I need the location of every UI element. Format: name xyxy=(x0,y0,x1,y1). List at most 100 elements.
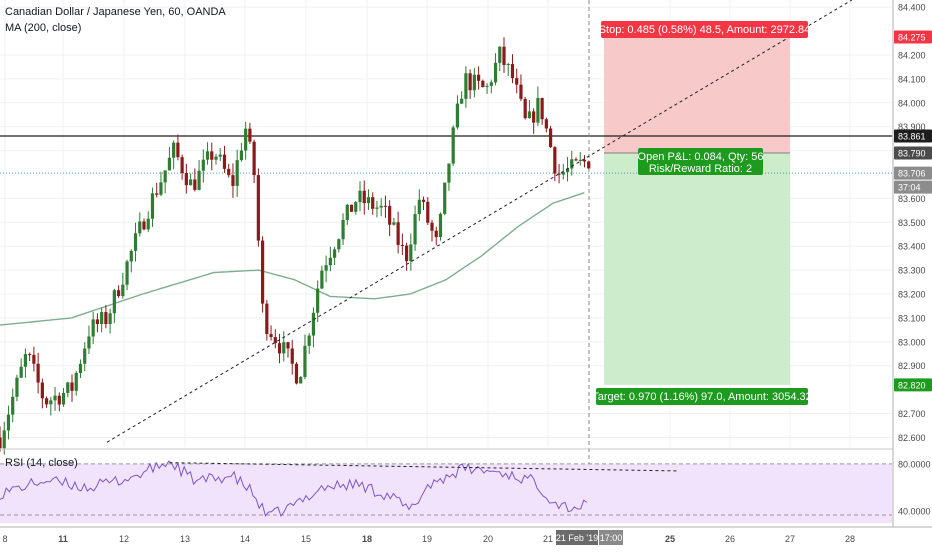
rsi-trendline[interactable] xyxy=(169,462,678,472)
candle-body xyxy=(57,395,61,405)
candle-body xyxy=(294,363,299,384)
candle-body xyxy=(100,312,104,325)
trendline[interactable] xyxy=(106,0,853,443)
candle-body xyxy=(159,182,163,195)
candle-body xyxy=(544,119,548,129)
price-tick-label: 83.400 xyxy=(898,242,926,252)
candle-body xyxy=(311,312,316,336)
candle-body xyxy=(582,159,587,162)
candle-body xyxy=(282,342,286,354)
candle-body xyxy=(184,173,188,186)
candle-body xyxy=(210,151,214,160)
candle-body xyxy=(231,175,235,186)
candle-body xyxy=(341,219,345,240)
candle-body xyxy=(235,160,239,186)
candle-body xyxy=(0,437,2,449)
price-tick-label: 82.900 xyxy=(898,361,926,371)
candle-body xyxy=(337,239,341,250)
candle-body xyxy=(218,154,222,157)
price-badge-label: 84.275 xyxy=(898,33,926,43)
candle-body xyxy=(70,382,74,391)
candle-body xyxy=(303,345,307,377)
candle-body xyxy=(248,128,252,142)
candle-body xyxy=(78,363,83,373)
price-tick-label: 82.600 xyxy=(898,433,926,443)
candle-body xyxy=(95,319,100,325)
time-tick-label: 15 xyxy=(301,534,311,544)
position-zones[interactable] xyxy=(604,37,790,385)
candle-body xyxy=(468,73,472,91)
ma-indicator-label[interactable]: MA (200, close) xyxy=(5,22,82,34)
candle-body xyxy=(239,150,244,161)
candle-body xyxy=(358,190,362,203)
candle-body xyxy=(460,98,464,104)
rsi-indicator-label[interactable]: RSI (14, close) xyxy=(5,457,78,469)
candle-body xyxy=(383,205,388,207)
candle-body xyxy=(129,250,133,262)
candle-body xyxy=(265,303,269,335)
candle-body xyxy=(349,204,354,212)
trendlines[interactable] xyxy=(106,0,853,443)
rsi-line xyxy=(0,460,588,518)
price-badge xyxy=(894,30,932,44)
candle-body xyxy=(44,398,49,405)
candle-body xyxy=(549,128,553,148)
ma-200-line xyxy=(0,192,585,326)
candle-body xyxy=(146,218,150,230)
candle-body xyxy=(176,142,180,158)
target-zone[interactable] xyxy=(604,152,790,385)
candle-body xyxy=(421,199,426,202)
stop-label-box xyxy=(601,21,808,38)
symbol-title[interactable]: Canadian Dollar / Japanese Yen, 60, OAND… xyxy=(5,6,226,18)
candle-body xyxy=(519,84,523,99)
candle-body xyxy=(426,201,430,223)
time-tick-label: 27 xyxy=(785,534,795,544)
candle-body xyxy=(290,348,294,364)
cursor-date-label: 21 Feb '19 xyxy=(556,533,598,543)
candle-body xyxy=(362,190,366,204)
horizontal-lines[interactable] xyxy=(0,0,892,523)
candle-body xyxy=(299,376,303,384)
candle-body xyxy=(324,265,328,271)
time-tick-label: 13 xyxy=(180,534,190,544)
candle-body xyxy=(371,197,375,209)
open-pnl-label-box xyxy=(638,148,763,175)
candle-body xyxy=(565,168,570,173)
rsi-pane[interactable] xyxy=(0,448,932,524)
candle-body xyxy=(561,172,565,175)
candle-body xyxy=(557,173,561,175)
price-tick-label: 83.900 xyxy=(898,122,926,132)
candle-body xyxy=(464,73,468,99)
open-pnl-label-text: Open P&L: 0.084, Qty: 56 xyxy=(638,151,764,163)
candle-body xyxy=(366,197,371,204)
candle-body xyxy=(11,396,15,415)
candle-body xyxy=(28,354,32,356)
price-tick-label: 83.100 xyxy=(898,313,926,323)
candle-body xyxy=(409,244,413,262)
price-tick-label: 82.700 xyxy=(898,409,926,419)
candle-body xyxy=(138,221,142,234)
candle-body xyxy=(328,257,332,266)
open-pnl-label-text: Risk/Reward Ratio: 2 xyxy=(649,163,752,175)
candle-body xyxy=(87,336,91,349)
candle-body xyxy=(108,313,112,325)
candle-body xyxy=(142,221,146,230)
candle-body xyxy=(523,98,527,119)
candle-body xyxy=(455,103,460,128)
time-tick-label: 19 xyxy=(422,534,432,544)
candle-body xyxy=(404,245,409,262)
candle-body xyxy=(316,288,320,313)
candle-body xyxy=(489,82,493,86)
time-tick-label: 28 xyxy=(845,534,855,544)
stop-zone[interactable] xyxy=(604,37,790,153)
candle-body xyxy=(532,111,536,123)
candle-body xyxy=(32,354,36,364)
candle-body xyxy=(180,157,184,174)
candle-body xyxy=(443,182,447,214)
candle-body xyxy=(197,170,201,190)
time-tick-label: 26 xyxy=(725,534,735,544)
price-tick-label: 84.200 xyxy=(898,50,926,60)
candle-body xyxy=(269,334,273,338)
